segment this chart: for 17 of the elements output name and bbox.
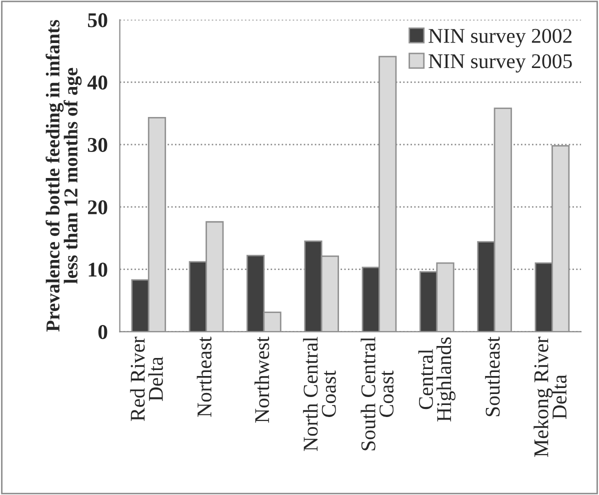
y-tick-label: 50 — [88, 13, 108, 28]
x-tick-label: Northwest — [254, 336, 270, 423]
x-tick-label: North Central Coast — [303, 336, 336, 452]
x-tick-label: Mekong River Delta — [534, 336, 567, 457]
x-tick-label: South Central Coast — [360, 336, 394, 450]
y-tick-label: 0 — [98, 325, 108, 340]
x-tick-label: Southeast — [485, 336, 500, 416]
y-tick-label: 40 — [87, 76, 108, 90]
legend-label: NIN survey 2002 — [428, 28, 572, 48]
x-tick-label: Northeast — [196, 336, 212, 417]
y-tick-label: 10 — [88, 262, 108, 277]
x-tick-label: Red River Delta — [130, 336, 163, 421]
y-tick-label: 30 — [88, 138, 108, 152]
x-tick-label: Central Highlands — [418, 337, 456, 422]
legend-label: NIN survey 2005 — [428, 54, 572, 73]
y-tick-label: 20 — [88, 200, 108, 214]
y-axis-title: Prevalence of bottle feeding in infants less than 12 months of age — [46, 20, 82, 332]
